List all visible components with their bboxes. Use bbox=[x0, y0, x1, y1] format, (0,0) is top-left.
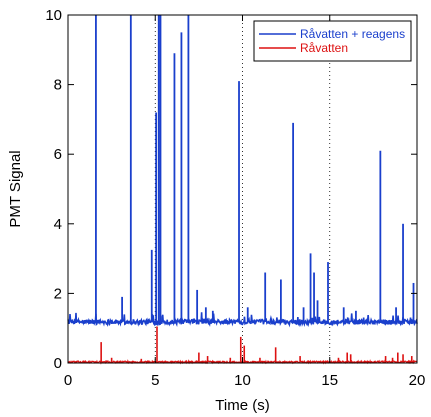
x-tick-label-10: 10 bbox=[234, 372, 251, 389]
x-tick-label-0: 0 bbox=[64, 372, 72, 389]
series-1-baseline-trace bbox=[67, 312, 418, 328]
axis-ticks bbox=[67, 14, 418, 364]
y-tick-label-2: 2 bbox=[54, 285, 62, 302]
series-layer bbox=[67, 15, 418, 365]
legend-box bbox=[253, 20, 412, 62]
series-1 bbox=[67, 15, 418, 328]
y-axis-title: PMT Signal bbox=[7, 150, 24, 227]
y-tick-label-0: 0 bbox=[54, 355, 62, 372]
x-tick-label-20: 20 bbox=[409, 372, 426, 389]
y-tick-label-4: 4 bbox=[54, 216, 62, 233]
plot-area bbox=[68, 15, 417, 363]
x-tick-labels: 0 5 10 15 20 bbox=[64, 372, 426, 389]
legend: Råvatten + reagens Råvatten bbox=[253, 20, 412, 62]
legend-label-series-1: Råvatten + reagens bbox=[300, 27, 405, 41]
y-tick-label-8: 8 bbox=[54, 77, 62, 94]
x-tick-label-5: 5 bbox=[151, 372, 159, 389]
x-axis-title: Time (s) bbox=[215, 397, 269, 414]
y-tick-label-10: 10 bbox=[45, 7, 62, 24]
legend-label-series-2: Råvatten bbox=[300, 41, 348, 55]
x-tick-label-15: 15 bbox=[321, 372, 338, 389]
y-tick-label-6: 6 bbox=[54, 146, 62, 163]
y-tick-labels: 0 2 4 6 8 10 bbox=[45, 7, 62, 372]
